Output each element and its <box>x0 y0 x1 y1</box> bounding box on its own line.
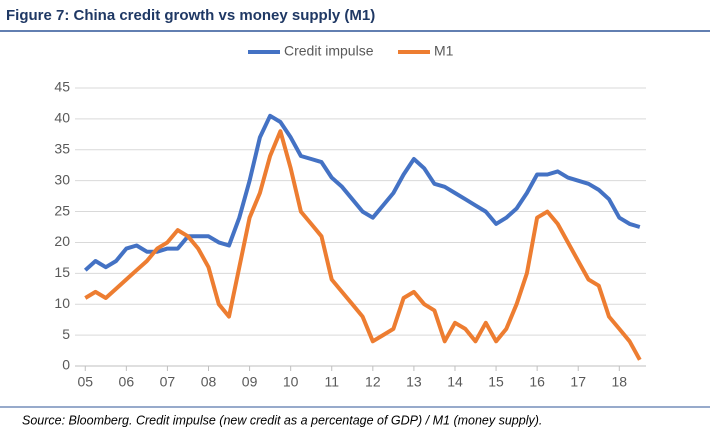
x-tick-label: 07 <box>160 374 176 390</box>
source-note: Source: Bloomberg. Credit impulse (new c… <box>22 413 542 427</box>
x-tick-label: 05 <box>77 374 93 390</box>
y-tick-label: 25 <box>54 202 70 218</box>
y-tick-label: 10 <box>54 295 70 311</box>
x-tick-label: 13 <box>406 374 422 390</box>
legend-label: Credit impulse <box>284 43 374 59</box>
x-tick-label: 15 <box>488 374 504 390</box>
x-tick-label: 16 <box>529 374 545 390</box>
chart-title: Figure 7: China credit growth vs money s… <box>6 7 375 24</box>
x-tick-label: 06 <box>119 374 135 390</box>
x-tick-label: 18 <box>612 374 628 390</box>
y-tick-label: 20 <box>54 233 70 249</box>
y-tick-label: 40 <box>54 110 70 126</box>
legend-label: M1 <box>434 43 454 59</box>
x-tick-label: 17 <box>570 374 586 390</box>
x-tick-label: 10 <box>283 374 299 390</box>
y-tick-label: 30 <box>54 171 70 187</box>
x-tick-label: 12 <box>365 374 381 390</box>
y-tick-label: 45 <box>54 79 70 95</box>
y-tick-label: 15 <box>54 264 70 280</box>
y-tick-label: 35 <box>54 140 70 156</box>
x-tick-label: 11 <box>324 374 339 390</box>
series-line <box>84 129 642 361</box>
y-tick-label: 0 <box>62 357 70 373</box>
x-tick-label: 14 <box>447 374 463 390</box>
series-line <box>83 113 641 272</box>
y-tick-label: 5 <box>62 326 70 342</box>
x-tick-label: 08 <box>201 374 217 390</box>
x-tick-label: 09 <box>242 374 258 390</box>
